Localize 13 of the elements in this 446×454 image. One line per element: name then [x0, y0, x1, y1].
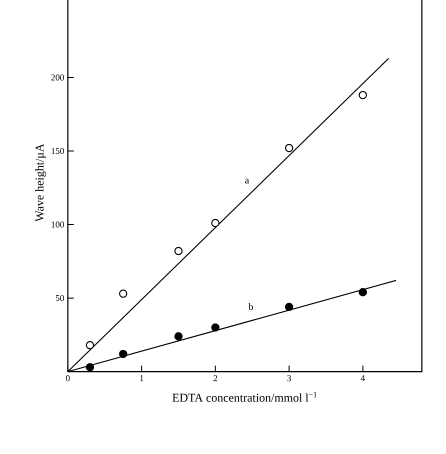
- x-tick-label: 4: [360, 375, 365, 382]
- x-tick-label: 0: [66, 375, 70, 382]
- y-tick-label: 50: [56, 295, 64, 302]
- x-tick-label: 3: [287, 375, 291, 382]
- y-tick-label: 100: [52, 222, 64, 228]
- x-tick-label: 2: [214, 375, 218, 382]
- y-axis-title: Wave height/μA: [35, 144, 46, 222]
- y-tick-label: 150: [52, 148, 64, 154]
- annotation: b: [248, 303, 254, 310]
- x-tick-label: 1: [140, 375, 144, 382]
- annotation: a: [245, 178, 250, 184]
- x-axis-title: EDTA concentration/mmol l$^{−1}$: [172, 392, 317, 402]
- y-tick-label: 200: [51, 74, 64, 80]
